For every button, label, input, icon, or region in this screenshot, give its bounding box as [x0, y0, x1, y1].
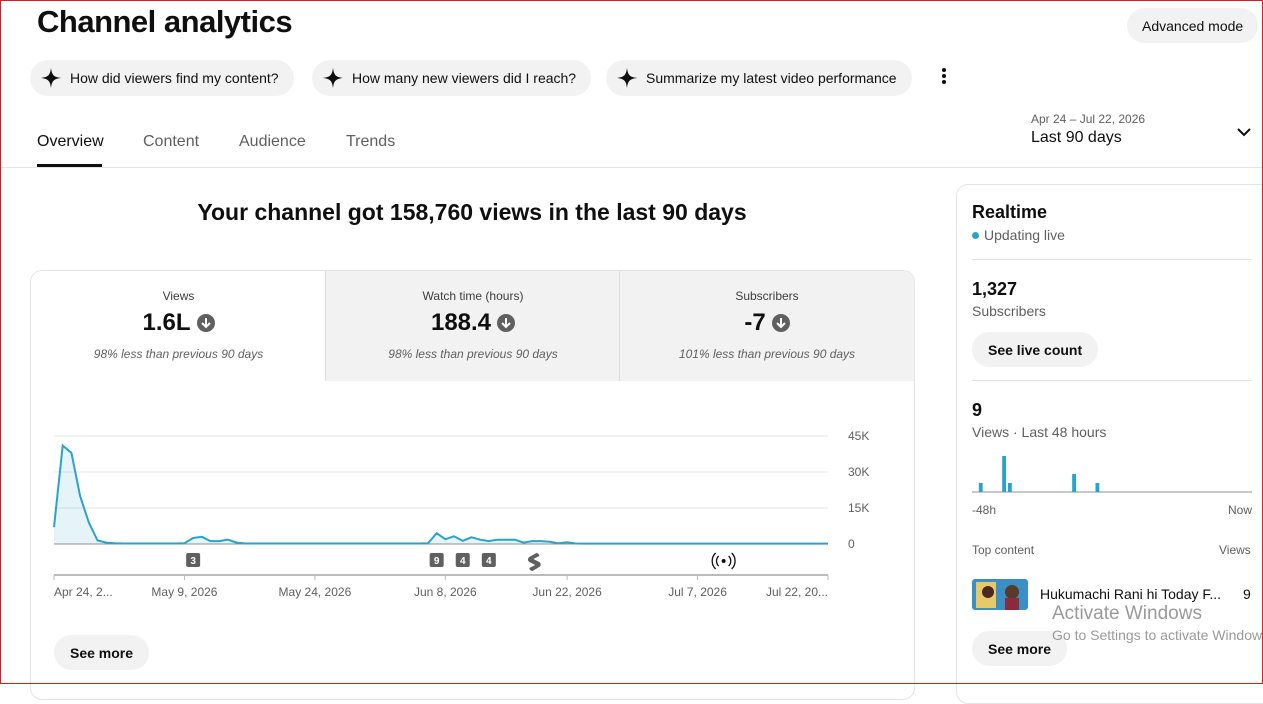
- divider: [972, 259, 1252, 260]
- sparkle-icon: [40, 67, 62, 89]
- divider: [972, 380, 1252, 381]
- bar: [1095, 483, 1100, 492]
- suggestion-text: How many new viewers did I reach?: [352, 70, 577, 86]
- tab[interactable]: Content: [143, 133, 200, 150]
- dropdown-chevron[interactable]: [1236, 125, 1252, 139]
- metric-value: 1.6L: [142, 309, 191, 336]
- page-title: Channel analytics: [37, 4, 293, 39]
- metric-change: 101% less than previous 90 days: [678, 347, 856, 361]
- more-menu[interactable]: [936, 66, 952, 88]
- see-more-button[interactable]: See more: [972, 631, 1068, 666]
- realtime-views: 9: [972, 400, 983, 420]
- video-thumbnail[interactable]: [972, 579, 1028, 610]
- metric-tab[interactable]: Subscribers -7 101% less than previous 9…: [619, 271, 914, 381]
- suggestion-text: Summarize my latest video performance: [646, 70, 897, 86]
- bar: [1008, 483, 1012, 492]
- tab[interactable]: Trends: [346, 133, 396, 150]
- metric-change: 98% less than previous 90 days: [388, 347, 558, 361]
- status-text: Updating live: [984, 227, 1065, 243]
- metric-value: 188.4: [430, 309, 492, 336]
- down-icon: [196, 314, 215, 332]
- date-range: Apr 24 – Jul 22, 2026: [1031, 112, 1146, 126]
- metric-label: Watch time (hours): [422, 289, 524, 303]
- metric-label: Views: [162, 289, 195, 303]
- subscriber-count: 1,327: [972, 279, 1018, 299]
- see-live-count-button[interactable]: See live count: [972, 332, 1099, 367]
- suggestion-chip[interactable]: How did viewers find my content?: [30, 60, 294, 96]
- bar: [978, 483, 983, 492]
- tab[interactable]: Overview: [37, 133, 104, 150]
- realtime-chart: -48h Now: [972, 456, 1252, 517]
- subscriber-label: Subscribers: [972, 303, 1046, 319]
- metric-label: Subscribers: [735, 289, 799, 303]
- realtime-views-label: Views · Last 48 hours: [972, 424, 1107, 440]
- header-divider: [0, 167, 1263, 168]
- watermark-subtitle: Go to Settings to activate Windows: [1052, 627, 1263, 643]
- active-tab-underline: [37, 164, 102, 167]
- suggestion-chip[interactable]: How many new viewers did I reach?: [312, 60, 592, 96]
- top-content-header: Top content: [972, 543, 1035, 557]
- realtime-title: Realtime: [972, 202, 1048, 222]
- video-title[interactable]: Hukumachi Rani hi Today F...: [1040, 586, 1222, 602]
- date-range-label[interactable]: Last 90 days: [1031, 129, 1122, 146]
- watermark-title: Activate Windows: [1052, 603, 1202, 624]
- advanced-mode-button[interactable]: Advanced mode: [1127, 8, 1259, 43]
- x-label: Now: [1228, 503, 1252, 517]
- sparkle-icon: [322, 67, 344, 89]
- headline: Your channel got 158,760 views in the la…: [197, 199, 747, 225]
- down-icon: [771, 314, 790, 332]
- bar: [1002, 456, 1006, 492]
- suggestion-chip[interactable]: Summarize my latest video performance: [606, 60, 912, 96]
- tab[interactable]: Audience: [239, 133, 306, 150]
- metric-value: -7: [744, 309, 766, 336]
- metric-tab[interactable]: Views 1.6L 98% less than previous 90 day…: [31, 271, 326, 381]
- x-label: -48h: [972, 503, 996, 517]
- see-more-button[interactable]: See more: [54, 635, 150, 670]
- realtime-status: Updating live: [972, 227, 1065, 243]
- metric-change: 98% less than previous 90 days: [93, 347, 264, 361]
- bar: [1072, 474, 1076, 492]
- down-icon: [497, 314, 516, 332]
- sparkle-icon: [616, 67, 638, 89]
- views-header: Views: [1219, 543, 1251, 557]
- live-dot: [972, 231, 979, 239]
- video-views: 9: [1243, 586, 1251, 602]
- suggestion-text: How did viewers find my content?: [70, 70, 279, 86]
- metric-tab[interactable]: Watch time (hours) 188.4 98% less than p…: [325, 271, 620, 381]
